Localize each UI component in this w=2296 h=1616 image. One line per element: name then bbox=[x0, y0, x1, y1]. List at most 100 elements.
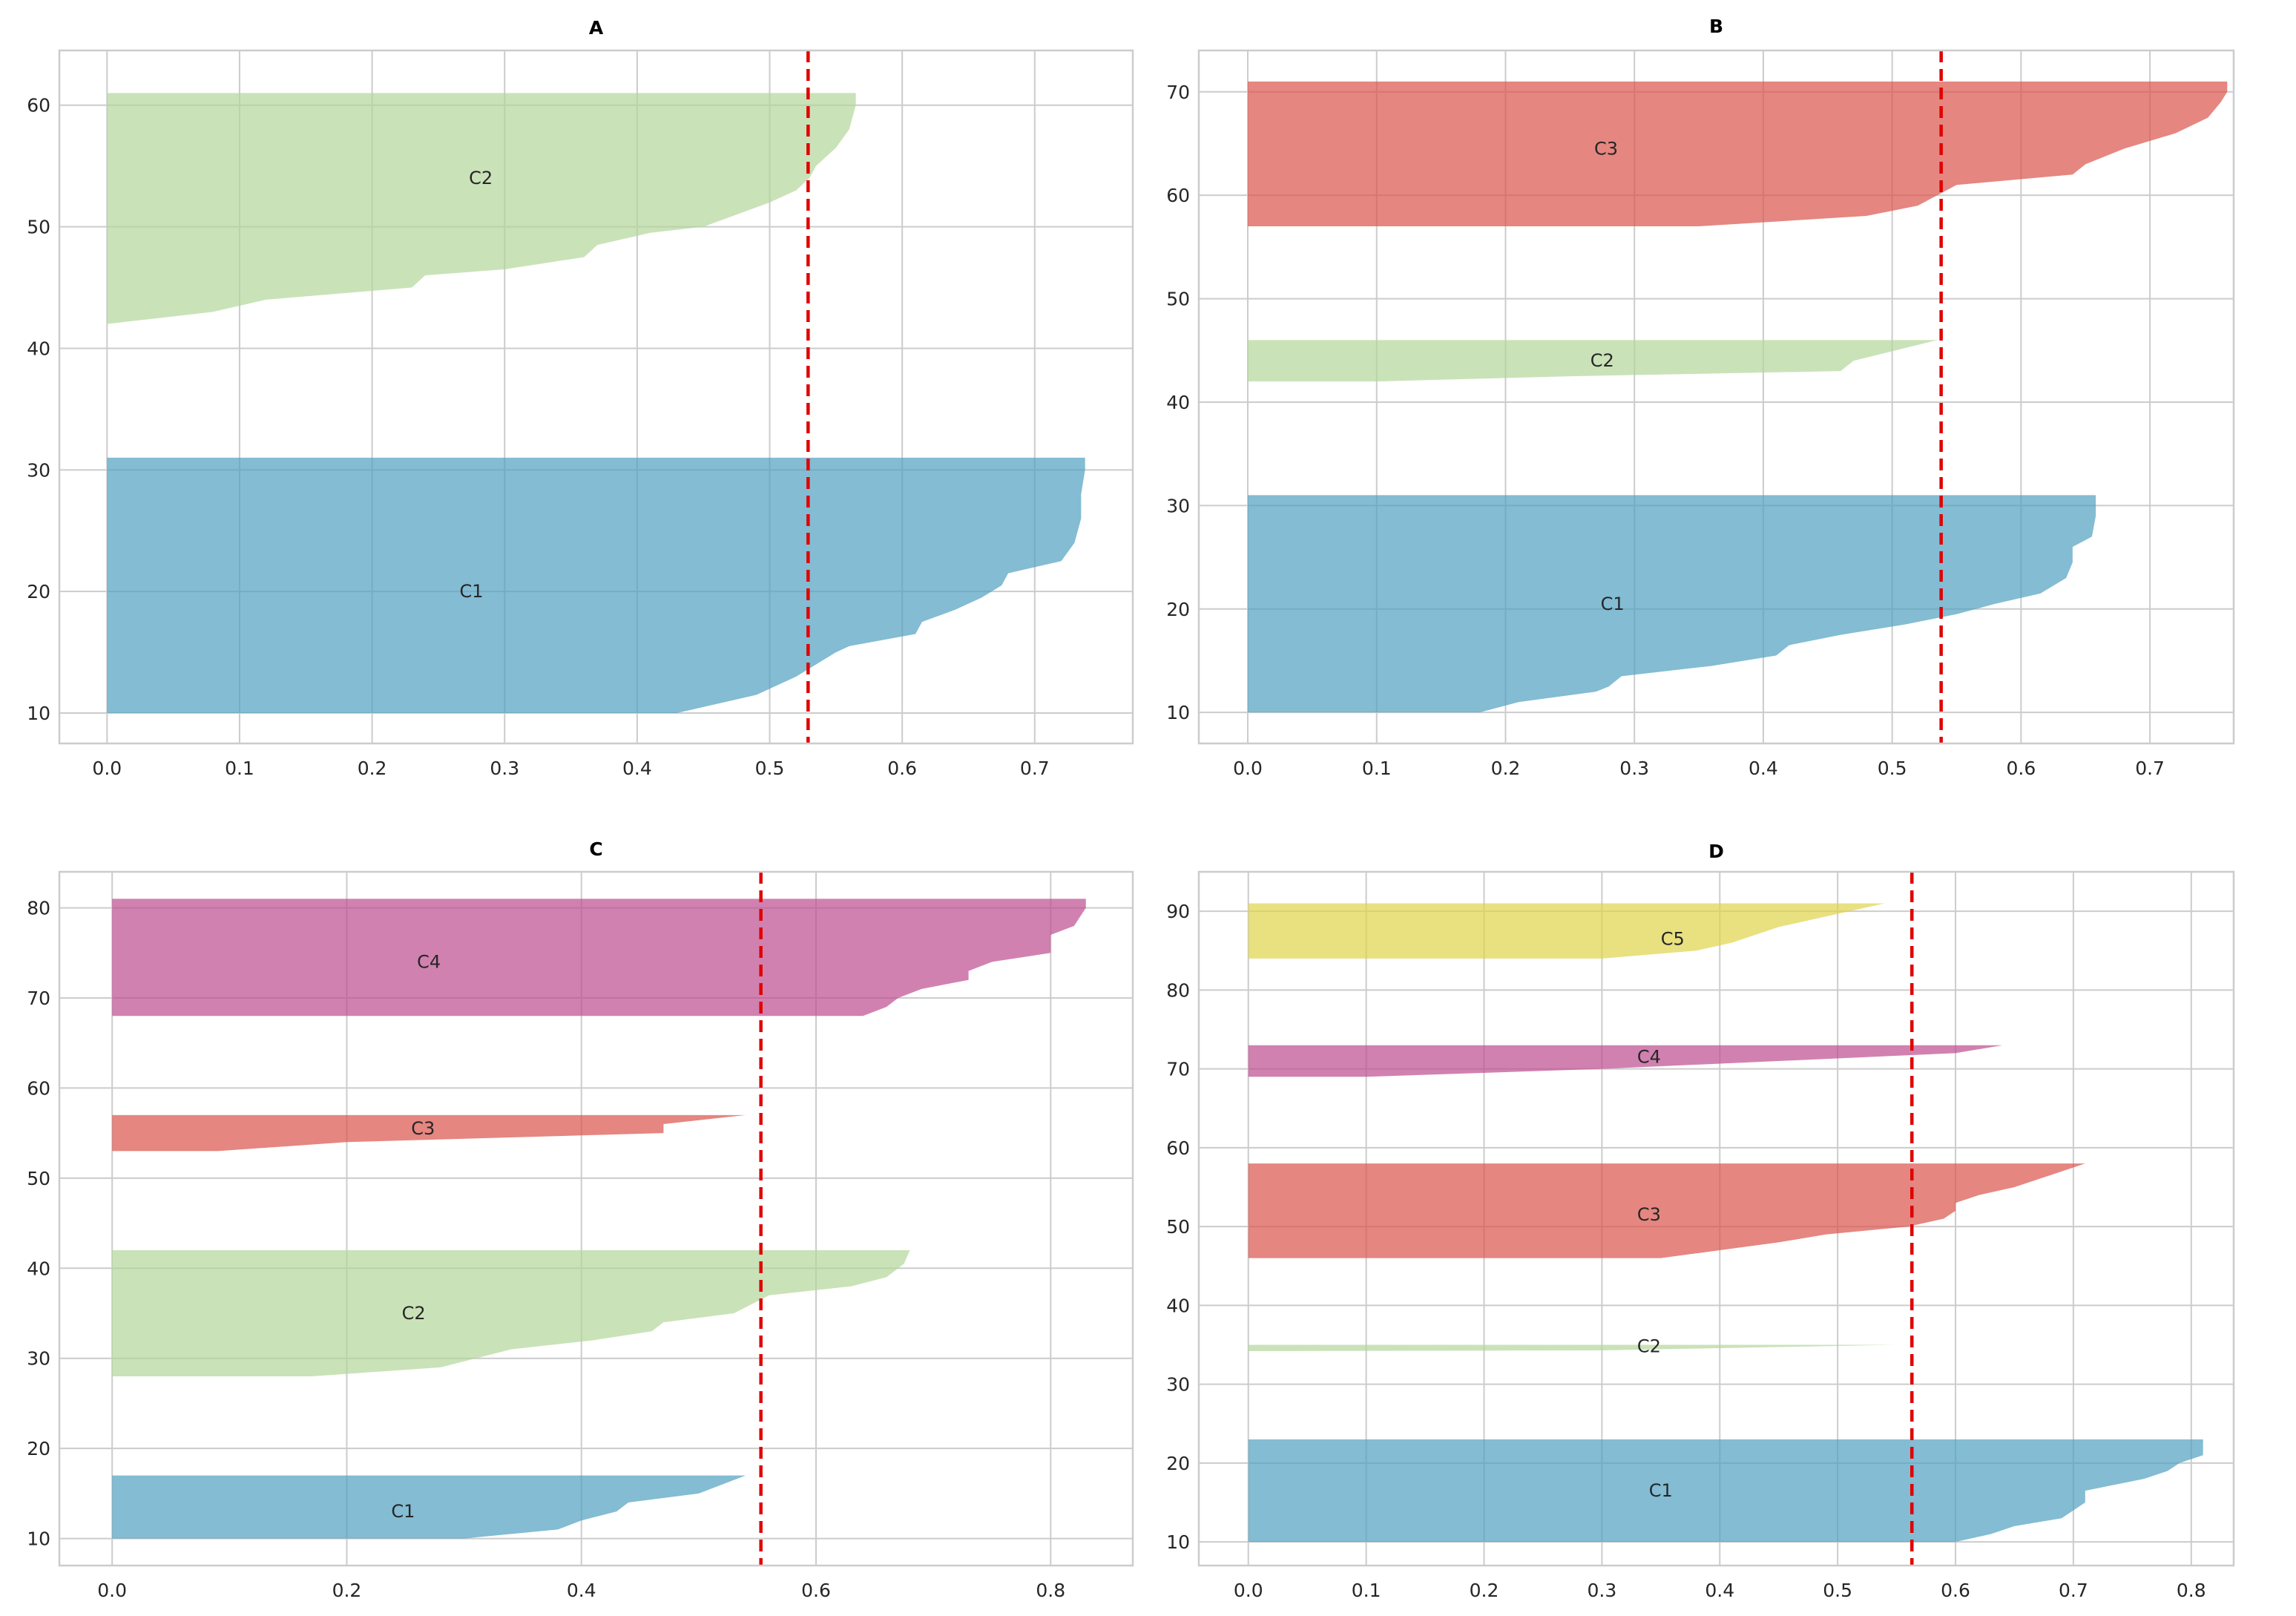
x-tick-label: 0.2 bbox=[1470, 1580, 1499, 1601]
y-tick-label: 30 bbox=[27, 459, 50, 481]
y-tick-label: 60 bbox=[27, 1077, 50, 1099]
cluster-label: C4 bbox=[1637, 1047, 1661, 1068]
x-tick-label: 0.0 bbox=[1233, 758, 1263, 779]
x-tick-label: 0.8 bbox=[2177, 1580, 2206, 1601]
y-tick-label: 10 bbox=[27, 703, 50, 724]
y-tick-label: 50 bbox=[27, 217, 50, 238]
y-tick-label: 10 bbox=[1166, 702, 1190, 723]
x-tick-label: 0.6 bbox=[801, 1580, 831, 1601]
silhouette-c2 bbox=[107, 93, 856, 324]
silhouette-c4 bbox=[112, 899, 1086, 1016]
silhouette-c1 bbox=[107, 457, 1085, 714]
axes-frame bbox=[1197, 870, 2235, 1567]
y-tick-label: 30 bbox=[1166, 495, 1190, 516]
y-tick-label: 60 bbox=[1166, 1137, 1190, 1159]
x-tick-label: 0.0 bbox=[92, 758, 122, 779]
axes-frame bbox=[58, 870, 1134, 1567]
cluster-label: C2 bbox=[1591, 350, 1614, 371]
panel-title: C bbox=[589, 838, 602, 860]
silhouette-c1 bbox=[112, 1475, 746, 1539]
silhouette-c3 bbox=[112, 1114, 746, 1152]
x-tick-label: 0.2 bbox=[358, 758, 387, 779]
silhouette-c1 bbox=[1248, 495, 2096, 713]
y-tick-label: 40 bbox=[27, 338, 50, 359]
x-tick-label: 0.4 bbox=[622, 758, 652, 779]
panel-title: A bbox=[589, 17, 604, 39]
y-tick-label: 30 bbox=[27, 1348, 50, 1370]
silhouette-c3 bbox=[1248, 1163, 2085, 1258]
x-tick-label: 0.4 bbox=[1705, 1580, 1734, 1601]
x-tick-label: 0.5 bbox=[755, 758, 785, 779]
panel-c: 0.0 0.2 0.4 0.6 0.8 10 20 30 40 50 60 70 80 C1 C2 C3 C4 C bbox=[27, 838, 1134, 1601]
x-tick-label: 0.7 bbox=[2059, 1580, 2088, 1601]
cluster-label: C1 bbox=[1601, 594, 1625, 614]
y-tick-label: 70 bbox=[27, 988, 50, 1009]
silhouette-c2 bbox=[112, 1250, 910, 1376]
axes-frame bbox=[1197, 49, 2235, 745]
y-tick-label: 70 bbox=[1166, 82, 1190, 103]
x-tick-label: 0.6 bbox=[2006, 758, 2036, 779]
axes-frame bbox=[58, 49, 1134, 745]
y-tick-label: 80 bbox=[1166, 979, 1190, 1001]
y-tick-label: 70 bbox=[1166, 1059, 1190, 1080]
y-tick-label: 40 bbox=[27, 1258, 50, 1279]
x-tick-label: 0.0 bbox=[1234, 1580, 1263, 1601]
cluster-label: C1 bbox=[391, 1501, 415, 1522]
y-tick-label: 40 bbox=[1166, 1295, 1190, 1316]
silhouette-c2 bbox=[1248, 340, 1938, 382]
x-tick-label: 0.3 bbox=[1619, 758, 1649, 779]
x-tick-label: 0.4 bbox=[567, 1580, 596, 1601]
cluster-label: C3 bbox=[1637, 1204, 1661, 1225]
x-tick-label: 0.2 bbox=[332, 1580, 362, 1601]
y-tick-label: 20 bbox=[27, 581, 50, 602]
y-tick-label: 90 bbox=[1166, 901, 1190, 922]
y-tick-label: 10 bbox=[27, 1528, 50, 1550]
y-tick-label: 80 bbox=[27, 898, 50, 919]
x-tick-label: 0.1 bbox=[1352, 1580, 1381, 1601]
y-tick-label: 20 bbox=[1166, 1453, 1190, 1474]
y-tick-label: 60 bbox=[27, 95, 50, 116]
y-tick-label: 20 bbox=[1166, 599, 1190, 620]
silhouette-c1 bbox=[1248, 1439, 2203, 1543]
x-tick-label: 0.5 bbox=[1823, 1580, 1852, 1601]
x-tick-label: 0.7 bbox=[2135, 758, 2165, 779]
cluster-label: C3 bbox=[411, 1118, 435, 1139]
y-tick-label: 30 bbox=[1166, 1374, 1190, 1396]
x-tick-label: 0.8 bbox=[1036, 1580, 1065, 1601]
x-tick-label: 0.5 bbox=[1878, 758, 1907, 779]
x-tick-label: 0.1 bbox=[1362, 758, 1392, 779]
cluster-label: C5 bbox=[1661, 928, 1685, 949]
panel-d: 0.0 0.1 0.2 0.3 0.4 0.5 0.6 0.7 0.8 10 20 30 40 50 60 7… bbox=[1166, 841, 2235, 1601]
silhouette-c4 bbox=[1248, 1045, 2003, 1077]
cluster-label: C2 bbox=[469, 168, 493, 188]
x-tick-label: 0.0 bbox=[97, 1580, 127, 1601]
panel-b: 0.0 0.1 0.2 0.3 0.4 0.5 0.6 0.7 10 20 30 40 50 60 70 C1… bbox=[1166, 16, 2235, 779]
silhouette-c3 bbox=[1248, 81, 2228, 226]
x-tick-label: 0.3 bbox=[1587, 1580, 1616, 1601]
panel-title: D bbox=[1708, 841, 1724, 862]
cluster-label: C1 bbox=[1649, 1480, 1673, 1501]
x-tick-label: 0.6 bbox=[887, 758, 917, 779]
cluster-label: C3 bbox=[1594, 138, 1618, 159]
panel-a: 0.0 0.1 0.2 0.3 0.4 0.5 0.6 0.7 10 20 30 40 50 60 C1 C2… bbox=[27, 17, 1134, 779]
y-tick-label: 50 bbox=[1166, 1216, 1190, 1238]
silhouette-c2 bbox=[1248, 1344, 1897, 1351]
cluster-label: C4 bbox=[417, 951, 441, 972]
cluster-label: C2 bbox=[1637, 1336, 1661, 1357]
silhouette-c5 bbox=[1248, 903, 1885, 959]
y-tick-label: 60 bbox=[1166, 185, 1190, 206]
y-tick-label: 20 bbox=[27, 1438, 50, 1459]
x-tick-label: 0.1 bbox=[225, 758, 254, 779]
y-tick-label: 10 bbox=[1166, 1531, 1190, 1553]
x-tick-label: 0.6 bbox=[1941, 1580, 1970, 1601]
x-tick-label: 0.2 bbox=[1491, 758, 1521, 779]
x-tick-label: 0.3 bbox=[490, 758, 519, 779]
y-tick-label: 50 bbox=[27, 1168, 50, 1189]
x-tick-label: 0.4 bbox=[1749, 758, 1778, 779]
panel-title: B bbox=[1709, 16, 1723, 37]
y-tick-label: 50 bbox=[1166, 289, 1190, 310]
cluster-label: C1 bbox=[460, 581, 484, 602]
x-tick-label: 0.7 bbox=[1020, 758, 1050, 779]
y-tick-label: 40 bbox=[1166, 392, 1190, 413]
